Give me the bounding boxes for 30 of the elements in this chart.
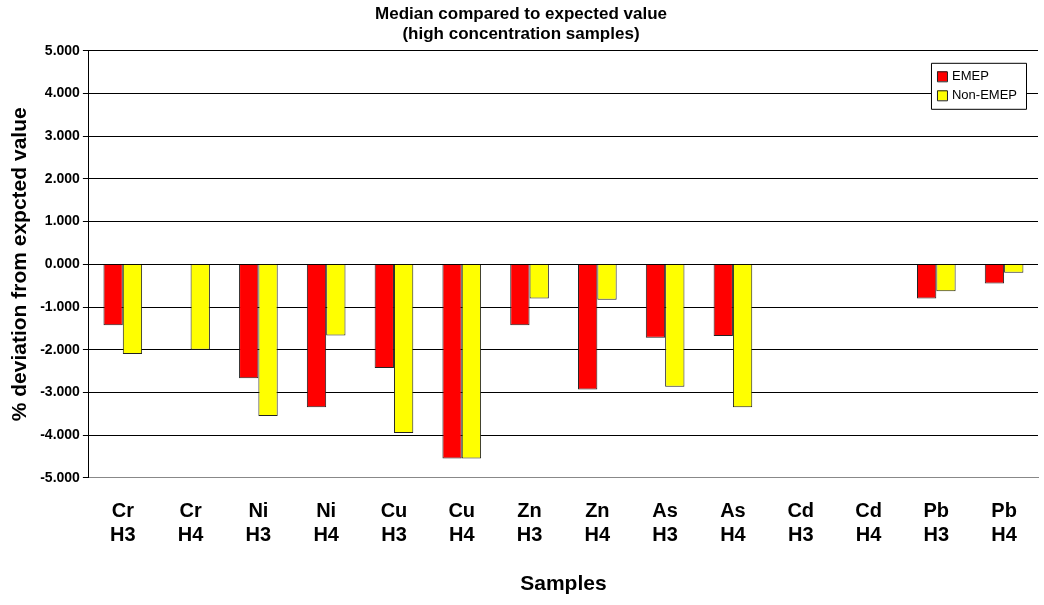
y-tick-label: 1.000: [44, 212, 81, 229]
x-tick-label: Pb H4: [991, 499, 1018, 546]
x-tick-label: Pb H3: [923, 499, 950, 546]
x-axis-title: Samples: [520, 571, 607, 595]
y-tick-label: -1.000: [40, 297, 81, 314]
y-axis-title: % deviation from expcted value: [7, 107, 31, 422]
x-tick-label: Cr H3: [110, 499, 136, 546]
y-tick-label: 2.000: [44, 169, 81, 186]
y-tick-label: 4.000: [44, 84, 81, 101]
y-tick-label: 0.000: [44, 255, 81, 272]
x-tick-label: As H4: [720, 499, 747, 546]
y-tick-label: -4.000: [40, 425, 81, 442]
legend-label: Non-EMEP: [951, 86, 1018, 102]
x-tick-label: Ni H4: [313, 499, 340, 546]
x-tick-label: Zn H3: [516, 499, 543, 546]
x-tick-label: As H3: [652, 499, 678, 546]
x-tick-label: Cu H3: [380, 499, 408, 546]
x-tick-label: Cd H4: [855, 499, 883, 546]
y-tick-label: 3.000: [44, 127, 81, 144]
x-tick-label: Zn H4: [584, 499, 611, 546]
x-tick-label: Cr H4: [177, 499, 205, 546]
x-tick-label: Ni H3: [245, 499, 272, 546]
y-tick-label: -5.000: [40, 468, 81, 485]
y-tick-label: -3.000: [40, 383, 81, 400]
y-tick-label: -2.000: [40, 340, 81, 357]
legend-label: EMEP: [951, 67, 989, 83]
x-tick-label: Cu H4: [448, 499, 476, 546]
y-tick-label: 5.000: [44, 41, 81, 58]
chart-title: Median compared to expected value (high concentration samples): [375, 3, 667, 44]
x-tick-label: Cd H3: [787, 499, 815, 546]
